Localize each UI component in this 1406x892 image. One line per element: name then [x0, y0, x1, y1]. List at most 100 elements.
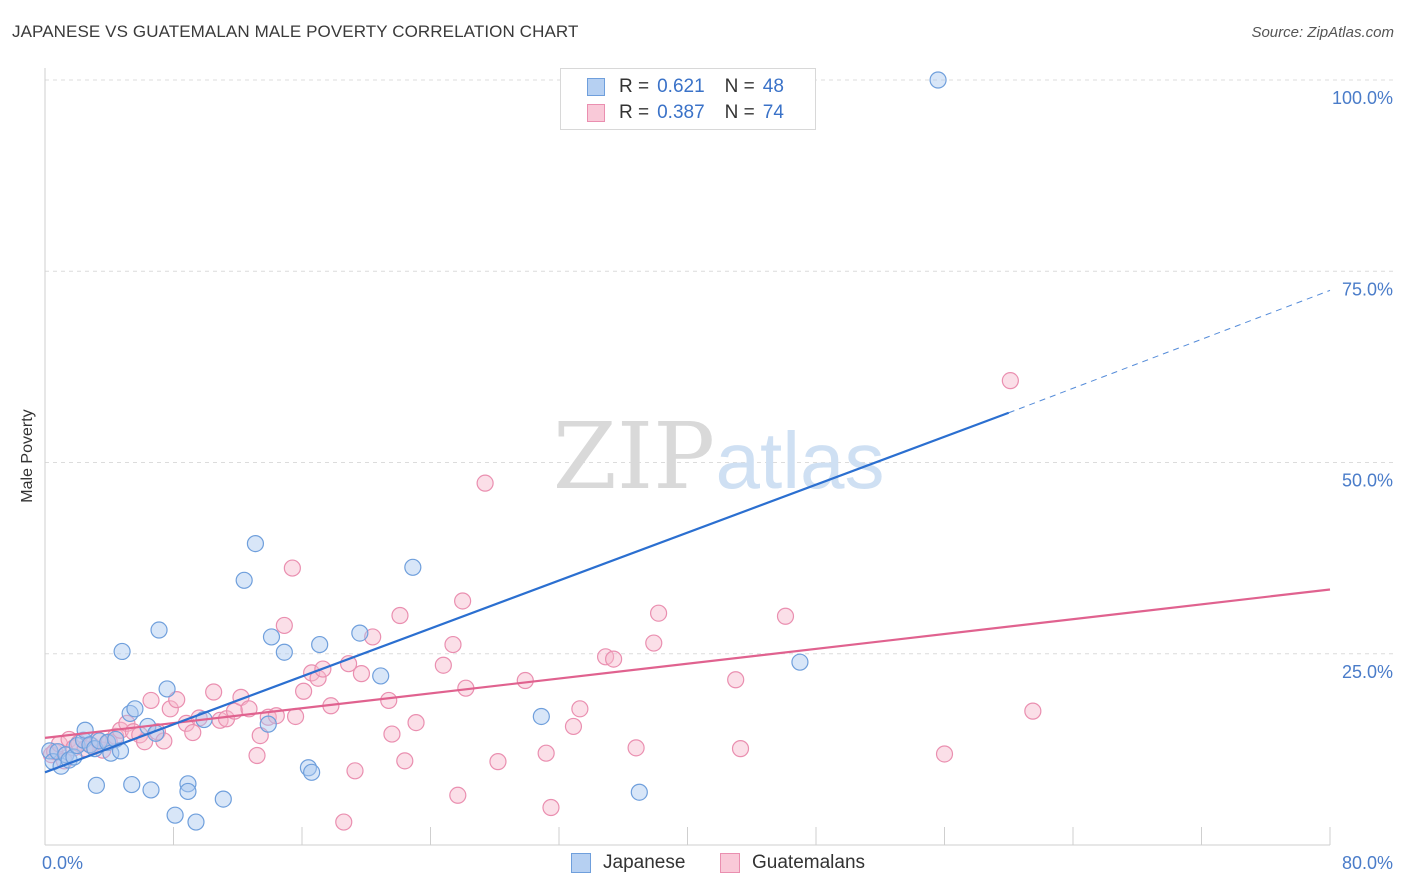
legend-item-japanese[interactable]: Japanese	[571, 852, 685, 874]
legend-r-label: R =	[619, 76, 650, 97]
japanese-point	[299, 759, 318, 777]
japanese-swatch	[571, 853, 591, 873]
guatemalans-point	[564, 717, 583, 736]
japanese-point	[275, 643, 293, 661]
guatemalans-point	[449, 786, 467, 804]
japanese-point	[630, 783, 648, 801]
guatemalans-point	[275, 616, 293, 635]
guatemalans-point	[383, 725, 401, 743]
japanese-point	[246, 534, 265, 553]
guatemalans-point	[205, 683, 223, 701]
guatemalans-point	[645, 634, 663, 652]
japanese-point	[404, 558, 422, 576]
series-legend: Japanese Guatemalans	[0, 852, 1406, 876]
japanese-point	[262, 628, 281, 646]
japanese-trend-extension	[1008, 289, 1331, 414]
japanese-points	[41, 71, 947, 831]
guatemalans-point	[168, 691, 186, 709]
legend-item-guatemalans[interactable]: Guatemalans	[720, 852, 865, 874]
guatemalans-point	[444, 635, 462, 654]
guatemalans-point	[731, 740, 750, 758]
legend-n-label: N =	[724, 76, 755, 97]
guatemalans-point	[537, 744, 555, 762]
tick-labels: 25.0% 50.0% 75.0% 100.0% 0.0% 80.0%	[42, 88, 1393, 873]
guatemalans-point	[283, 559, 301, 577]
legend-n-value: 48	[762, 76, 784, 97]
guatemalans-point	[489, 753, 507, 771]
guatemalans-point	[1001, 372, 1019, 390]
grid-layer	[45, 79, 1395, 655]
y-tick-label: 50.0%	[1342, 471, 1393, 491]
guatemalans-trend-line	[44, 588, 1331, 739]
trend-lines	[44, 289, 1331, 774]
watermark: ZIP atlas	[553, 403, 885, 510]
guatemalans-point	[142, 691, 160, 710]
guatemalans-point	[391, 606, 409, 625]
guatemalans-point	[516, 671, 534, 690]
legend-japanese-label: Japanese	[603, 852, 686, 873]
japanese-point	[351, 624, 369, 642]
japanese-point	[259, 715, 277, 733]
guatemalans-point	[434, 656, 452, 674]
y-tick-label: 100.0%	[1332, 88, 1393, 108]
japanese-point	[929, 71, 947, 89]
guatemalans-point	[184, 723, 202, 742]
guatemalans-points	[42, 372, 1042, 831]
guatemalans-point	[407, 713, 425, 732]
guatemalans-point	[454, 592, 472, 610]
guatemalans-point	[935, 745, 954, 763]
japanese-point	[87, 776, 106, 794]
legend-row-guatemalans: R = 0.387 N = 74	[587, 101, 804, 125]
guatemalans-point	[161, 700, 179, 718]
japanese-point	[158, 680, 176, 698]
guatemalans-point	[396, 752, 414, 770]
legend-n-label: N =	[724, 102, 755, 123]
legend-row-japanese: R = 0.621 N = 48	[587, 75, 804, 99]
guatemalans-point	[627, 739, 645, 757]
japanese-point	[791, 653, 809, 671]
japanese-point	[126, 700, 144, 718]
japanese-point	[166, 806, 184, 824]
guatemalans-point	[286, 707, 305, 726]
japanese-point	[111, 742, 130, 760]
legend-r-label: R =	[619, 102, 650, 123]
guatemalans-point	[571, 700, 589, 718]
japanese-point	[214, 790, 232, 808]
japanese-point	[187, 813, 205, 831]
japanese-point	[235, 571, 253, 589]
japanese-point	[150, 621, 168, 639]
correlation-legend: R = 0.621 N = 48 R = 0.387 N = 74	[560, 68, 816, 130]
axes-layer	[44, 68, 1331, 846]
guatemalans-point	[1024, 702, 1042, 720]
japanese-point	[76, 721, 94, 739]
y-tick-label: 25.0%	[1342, 662, 1393, 682]
japanese-point	[179, 782, 197, 801]
guatemalans-point	[649, 604, 668, 622]
japanese-point	[303, 763, 321, 781]
japanese-point	[372, 667, 390, 685]
guatemalans-point	[380, 691, 398, 710]
japanese-trend-line	[44, 411, 1010, 774]
guatemalans-point	[605, 650, 623, 668]
guatemalans-point	[335, 813, 353, 831]
guatemalans-point	[476, 474, 494, 492]
guatemalans-swatch	[720, 853, 740, 873]
guatemalans-point	[542, 798, 560, 817]
guatemalans-point	[346, 762, 364, 780]
guatemalans-point	[352, 665, 371, 683]
watermark-zip: ZIP	[553, 403, 715, 510]
x-tick-label: 0.0%	[42, 853, 83, 873]
legend-n-value: 74	[762, 102, 784, 123]
guatemalans-point	[248, 746, 266, 765]
japanese-point	[121, 704, 139, 723]
legend-r-value: 0.621	[657, 76, 705, 97]
chart-title: JAPANESE VS GUATEMALAN MALE POVERTY CORR…	[12, 22, 579, 41]
japanese-point	[142, 781, 160, 799]
japanese-point	[123, 775, 141, 794]
source-label: Source: ZipAtlas.com	[1251, 24, 1394, 41]
legend-r-value: 0.387	[657, 102, 705, 123]
guatemalans-point	[776, 607, 795, 625]
japanese-point	[311, 635, 329, 654]
legend-guatemalans-label: Guatemalans	[752, 852, 866, 873]
